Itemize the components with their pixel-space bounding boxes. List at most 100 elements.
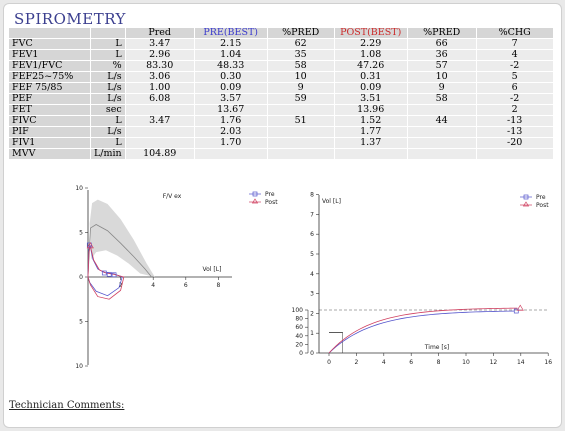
vt-legend-post-marker [522,201,530,207]
parameter-name: FEV1 [9,50,90,60]
parameter-unit: L/min [91,149,125,159]
header-pred: Pred [125,28,194,38]
value-cell [194,149,267,159]
fv-y-tick-label: 10 [75,185,83,192]
vt-y-tick-label: 1 [310,330,314,337]
parameter-unit: L/s [91,127,125,137]
value-cell: 1.52 [334,116,407,126]
value-cell: 83.30 [125,61,194,71]
parameter-name: FIVC [9,116,90,126]
parameter-name: FET [9,105,90,115]
vt-y-axis-label: Vol [L] [322,198,341,205]
fv-x-tick-label: 4 [151,282,155,289]
parameter-unit: L [91,138,125,148]
value-cell: -20 [476,138,553,148]
value-cell: 66 [407,39,476,49]
fv-predicted-curve [87,224,152,278]
vt-y-tick-label: 7 [310,211,314,218]
spirometry-table: Pred PRE(BEST) %PRED POST(BEST) %PRED %C… [8,27,554,160]
value-cell: 0.09 [194,83,267,93]
value-cell [407,127,476,137]
value-cell: 35 [267,50,334,60]
vt-post-curve [328,307,518,354]
value-cell: 1.00 [125,83,194,93]
value-cell: 1.70 [194,138,267,148]
vt-x-tick-label: 6 [409,359,413,366]
fv-legend-pre: Pre [265,191,275,198]
value-cell: 48.33 [194,61,267,71]
header-pre-best: PRE(BEST) [194,28,267,38]
header-cell [9,28,90,38]
vt-x-tick-label: 16 [544,359,552,366]
parameter-unit: L [91,50,125,60]
vt-y-tick-label: 5 [310,251,314,258]
table-row: FEF 75/85 L/s 1.00 0.09 9 0.09 9 6 [9,83,553,93]
value-cell: 1.04 [194,50,267,60]
vt-pct-tick-label: 40 [295,333,303,340]
value-cell: 58 [267,61,334,71]
value-cell: 1.08 [334,50,407,60]
fv-x-tick-label: 8 [216,282,220,289]
parameter-unit: L [91,116,125,126]
table-row: PIF L/s 2.03 1.77 -13 [9,127,553,137]
value-cell: -13 [476,127,553,137]
value-cell [267,149,334,159]
value-cell: 7 [476,39,553,49]
value-cell [267,127,334,137]
technician-comments-label: Technician Comments: [9,400,125,411]
value-cell: 6.08 [125,94,194,104]
header-pct-pred-post: %PRED [407,28,476,38]
value-cell: -2 [476,61,553,71]
fv-pre-marker [106,271,112,277]
parameter-unit: L/s [91,94,125,104]
vt-legend-pre-marker [523,194,529,200]
vt-y-tick-label: 8 [310,192,314,199]
parameter-name: FEF25~75% [9,72,90,82]
fv-y-tick-label: 10 [75,363,83,370]
value-cell: 5 [476,72,553,82]
parameter-name: FEF 75/85 [9,83,90,93]
fv-pre-loop [87,244,123,297]
vt-x-tick-label: 2 [354,359,358,366]
vt-pre-end-marker [513,308,519,314]
parameter-unit: sec [91,105,125,115]
vt-x-axis-label: Time [s] [424,344,449,351]
table-row: PEF L/s 6.08 3.57 59 3.51 58 -2 [9,94,553,104]
value-cell: 104.89 [125,149,194,159]
value-cell: 1.77 [334,127,407,137]
header-cell [91,28,125,38]
value-cell: -2 [476,94,553,104]
fv-x-axis-label: Vol [L] [203,266,222,273]
value-cell: 2 [476,105,553,115]
value-cell [407,149,476,159]
vt-y-tick-label: 0 [310,350,314,357]
vt-y-tick-label: 6 [310,231,314,238]
value-cell [125,127,194,137]
table-row: FEV1/FVC% 83.30 48.33 58 47.26 57 -2 [9,61,553,71]
value-cell: -13 [476,116,553,126]
report-title: SPIROMETRY [14,10,126,28]
value-cell: 2.96 [125,50,194,60]
fv-chart-title: F/V ex [163,193,182,200]
parameter-name: FVC [9,39,90,49]
vt-y-tick-label: 3 [310,291,314,298]
value-cell: 51 [267,116,334,126]
table-header-row: Pred PRE(BEST) %PRED POST(BEST) %PRED %C… [9,28,553,38]
value-cell [267,105,334,115]
value-cell [125,138,194,148]
vt-pre-curve [328,310,514,354]
fv-y-tick-label: 5 [79,230,83,237]
value-cell: 62 [267,39,334,49]
vt-x-tick-label: 0 [327,359,331,366]
value-cell [125,105,194,115]
value-cell [267,138,334,148]
value-cell: 47.26 [334,61,407,71]
vt-y-tick-label: 2 [310,310,314,317]
parameter-unit: L [91,39,125,49]
vt-pct-tick-label: 100 [292,307,304,314]
vt-pct-tick-label: 0 [299,350,303,357]
vt-pct-tick-label: 60 [295,324,303,331]
parameter-name: PIF [9,127,90,137]
value-cell [407,105,476,115]
